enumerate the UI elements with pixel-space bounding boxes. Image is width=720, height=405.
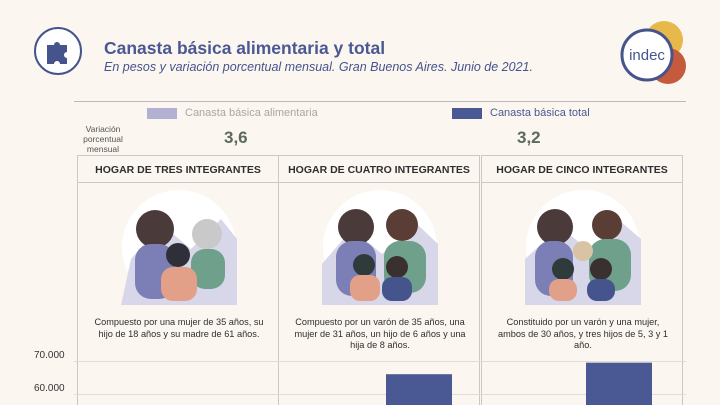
panel-title: HOGAR DE CINCO INTEGRANTES [496, 164, 668, 176]
panel-description: Compuesto por una mujer de 35 años, su h… [94, 317, 264, 339]
family-three-illustration [121, 190, 237, 305]
legend-food-swatch [147, 107, 177, 119]
family-four-illustration [322, 190, 438, 305]
puzzle-icon [34, 27, 82, 75]
panel-description: Compuesto por un varón de 35 años, una m… [294, 317, 466, 350]
y-tick-label: 70.000 [34, 350, 65, 361]
panel-three-members: HOGAR DE TRES INTEGRANTES Compuesto por … [77, 155, 279, 405]
bar-total [586, 362, 652, 405]
legend-total-label: Canasta básica total [490, 107, 590, 119]
header-divider [74, 101, 686, 102]
page-subtitle: En pesos y variación porcentual mensual.… [104, 60, 533, 74]
legend-total: Canasta básica total [452, 107, 590, 119]
family-five-illustration [525, 190, 641, 305]
panel-five-members: HOGAR DE CINCO INTEGRANTES Constituido p… [481, 155, 683, 405]
panel-description: Constituido por un varón y una mujer, am… [497, 317, 669, 350]
legend-total-swatch [452, 107, 482, 119]
variation-total-value: 3,2 [517, 128, 541, 147]
indec-logo: indec [618, 20, 690, 86]
logo-text: indec [629, 47, 665, 64]
panel-title: HOGAR DE CUATRO INTEGRANTES [288, 164, 470, 176]
panel-divider [279, 182, 479, 183]
legend-food-label: Canasta básica alimentaria [185, 107, 318, 119]
variation-food-value: 3,6 [224, 128, 248, 147]
bar-total [386, 374, 452, 405]
gridline [74, 394, 686, 395]
variation-label: Variación porcentual mensual [83, 124, 123, 154]
gridline [74, 361, 686, 362]
panel-title: HOGAR DE TRES INTEGRANTES [95, 164, 261, 176]
panel-divider [482, 182, 682, 183]
y-tick-label: 60.000 [34, 383, 65, 394]
panel-four-members: HOGAR DE CUATRO INTEGRANTES Compuesto po… [278, 155, 480, 405]
page-title: Canasta básica alimentaria y total [104, 38, 386, 58]
legend-food: Canasta básica alimentaria [147, 107, 318, 119]
panel-divider [78, 182, 278, 183]
